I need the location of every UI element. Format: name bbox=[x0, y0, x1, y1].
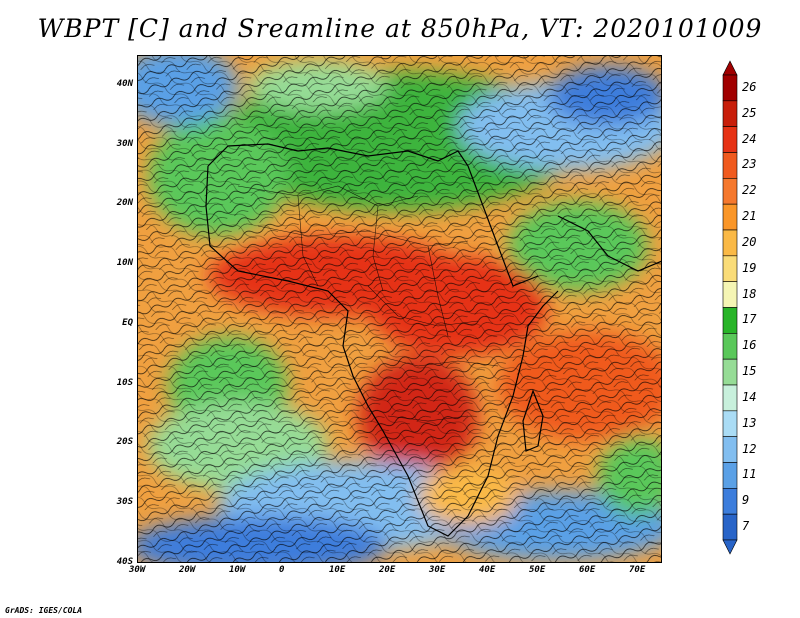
wbpt-streamline-map bbox=[138, 56, 661, 562]
lon-tick-label: 30E bbox=[429, 565, 446, 575]
grads-credit: GrADS: IGES/COLA bbox=[5, 606, 83, 615]
colorbar-level-label: 25 bbox=[742, 105, 757, 120]
colorbar-level-label: 11 bbox=[742, 467, 757, 482]
colorbar-level-label: 20 bbox=[742, 234, 757, 249]
borders bbox=[237, 185, 499, 422]
lon-tick-label: 60E bbox=[579, 565, 596, 575]
colorbar-level-label: 15 bbox=[742, 364, 757, 379]
lat-tick-label: 30S bbox=[116, 497, 133, 508]
colorbar-swatch bbox=[722, 74, 738, 102]
colorbar-level-label: 24 bbox=[742, 131, 757, 146]
colorbar-swatch bbox=[722, 436, 738, 463]
lat-tick-label: 40N bbox=[116, 78, 133, 89]
colorbar-swatch bbox=[722, 307, 738, 334]
colorbar-swatch bbox=[722, 281, 738, 308]
colorbar-level-label: 21 bbox=[742, 209, 757, 224]
colorbar-swatch bbox=[722, 462, 738, 489]
lat-tick-label: 30N bbox=[116, 138, 133, 149]
colorbar-level-label: 18 bbox=[742, 286, 757, 301]
lat-tick-label: 10N bbox=[116, 258, 133, 269]
colorbar-swatch bbox=[722, 333, 738, 360]
lat-tick-label: 10S bbox=[116, 377, 133, 388]
coastlines bbox=[205, 143, 661, 537]
lon-tick-label: 10W bbox=[229, 565, 246, 575]
colorbar-level-label: 16 bbox=[742, 338, 757, 353]
colorbar-swatch bbox=[722, 358, 738, 386]
lon-tick-label: 20E bbox=[379, 565, 396, 575]
colorbar-swatch bbox=[722, 410, 738, 437]
lat-tick-label: EQ bbox=[122, 317, 133, 328]
colorbar-swatch bbox=[722, 126, 738, 153]
lat-tick-label: 20N bbox=[116, 198, 133, 209]
colorbar-swatch bbox=[722, 229, 738, 257]
colorbar-swatch bbox=[722, 384, 738, 412]
lon-tick-label: 40E bbox=[479, 565, 496, 575]
colorbar-swatch bbox=[722, 152, 738, 179]
colorbar-level-label: 22 bbox=[742, 183, 757, 198]
lon-tick-label: 20W bbox=[179, 565, 196, 575]
colorbar-level-label: 17 bbox=[742, 312, 757, 327]
lat-tick-label: 20S bbox=[116, 437, 133, 448]
colorbar-level-label: 19 bbox=[742, 260, 757, 275]
lon-tick-label: 50E bbox=[529, 565, 546, 575]
colorbar-level-label: 13 bbox=[742, 415, 757, 430]
lon-tick-label: 10E bbox=[329, 565, 346, 575]
lon-tick-label: 0 bbox=[279, 565, 285, 575]
colorbar-swatch bbox=[722, 178, 738, 205]
map-title: WBPT [C] and Sreamline at 850hPa, VT: 20… bbox=[37, 14, 763, 43]
colorbar-level-label: 14 bbox=[742, 389, 757, 404]
colorbar-level-label: 23 bbox=[742, 157, 757, 172]
colorbar-level-label: 26 bbox=[742, 79, 757, 94]
colorbar-bottom-arrow bbox=[722, 539, 738, 555]
lon-tick-label: 30W bbox=[129, 565, 146, 575]
colorbar-top-arrow bbox=[722, 60, 738, 76]
lat-tick-label: 40S bbox=[116, 557, 133, 567]
colorbar-level-label: 12 bbox=[742, 441, 757, 456]
colorbar-swatch bbox=[722, 203, 738, 231]
colorbar-level-label: 7 bbox=[742, 519, 750, 534]
colorbar-level-label: 9 bbox=[742, 493, 750, 508]
map-plot-area bbox=[137, 55, 662, 563]
lon-tick-label: 70E bbox=[629, 565, 646, 575]
colorbar-swatch bbox=[722, 255, 738, 282]
colorbar-swatch bbox=[722, 100, 738, 127]
colorbar-swatch bbox=[722, 488, 738, 515]
colorbar-swatch bbox=[722, 513, 738, 541]
